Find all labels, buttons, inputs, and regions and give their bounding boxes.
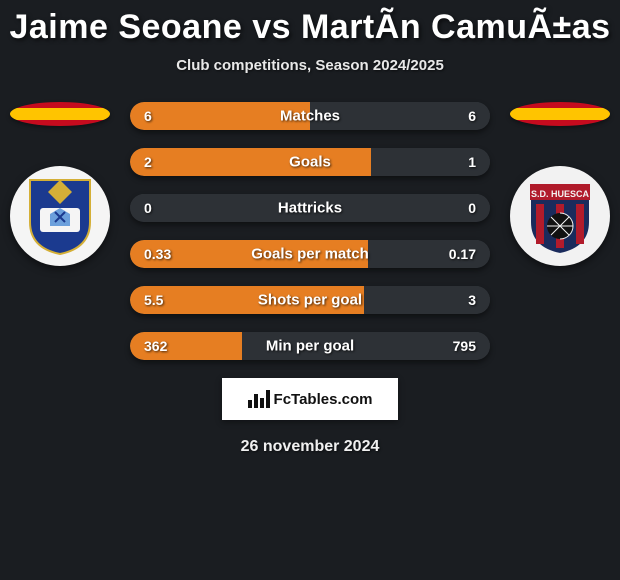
flag-es-left <box>10 102 110 126</box>
subtitle: Club competitions, Season 2024/2025 <box>0 57 620 74</box>
stat-row: 00Hattricks <box>130 194 490 222</box>
stat-row: 66Matches <box>130 102 490 130</box>
svg-text:S.D. HUESCA: S.D. HUESCA <box>531 189 590 199</box>
stat-row: 362795Min per goal <box>130 332 490 360</box>
page-title: Jaime Seoane vs MartÃ­n CamuÃ±as <box>0 0 620 47</box>
stat-row: 21Goals <box>130 148 490 176</box>
attribution-badge: FcTables.com <box>222 378 398 420</box>
attribution-text: FcTables.com <box>274 391 373 408</box>
stat-label: Goals <box>130 154 490 171</box>
stat-label: Goals per match <box>130 246 490 263</box>
stat-label: Shots per goal <box>130 292 490 309</box>
stat-row: 5.53Shots per goal <box>130 286 490 314</box>
club-badge-huesca: S.D. HUESCA <box>510 166 610 266</box>
flag-es-right <box>510 102 610 126</box>
stat-row: 0.330.17Goals per match <box>130 240 490 268</box>
club-badge-oviedo <box>10 166 110 266</box>
comparison-stage: S.D. HUESCA 66Matches 21Goals 00Hattricks 0… <box>0 102 620 360</box>
huesca-crest-icon: S.D. HUESCA <box>518 174 602 258</box>
date-line: 26 november 2024 <box>0 438 620 456</box>
oviedo-crest-icon <box>18 174 102 258</box>
stat-label: Matches <box>130 108 490 125</box>
stat-label: Min per goal <box>130 338 490 355</box>
right-player-column: S.D. HUESCA <box>510 102 610 266</box>
bars-chart-icon <box>248 390 270 408</box>
stat-bars-container: 66Matches 21Goals 00Hattricks 0.330.17Goals… <box>130 102 490 360</box>
stat-label: Hattricks <box>130 200 490 217</box>
left-player-column <box>10 102 110 266</box>
